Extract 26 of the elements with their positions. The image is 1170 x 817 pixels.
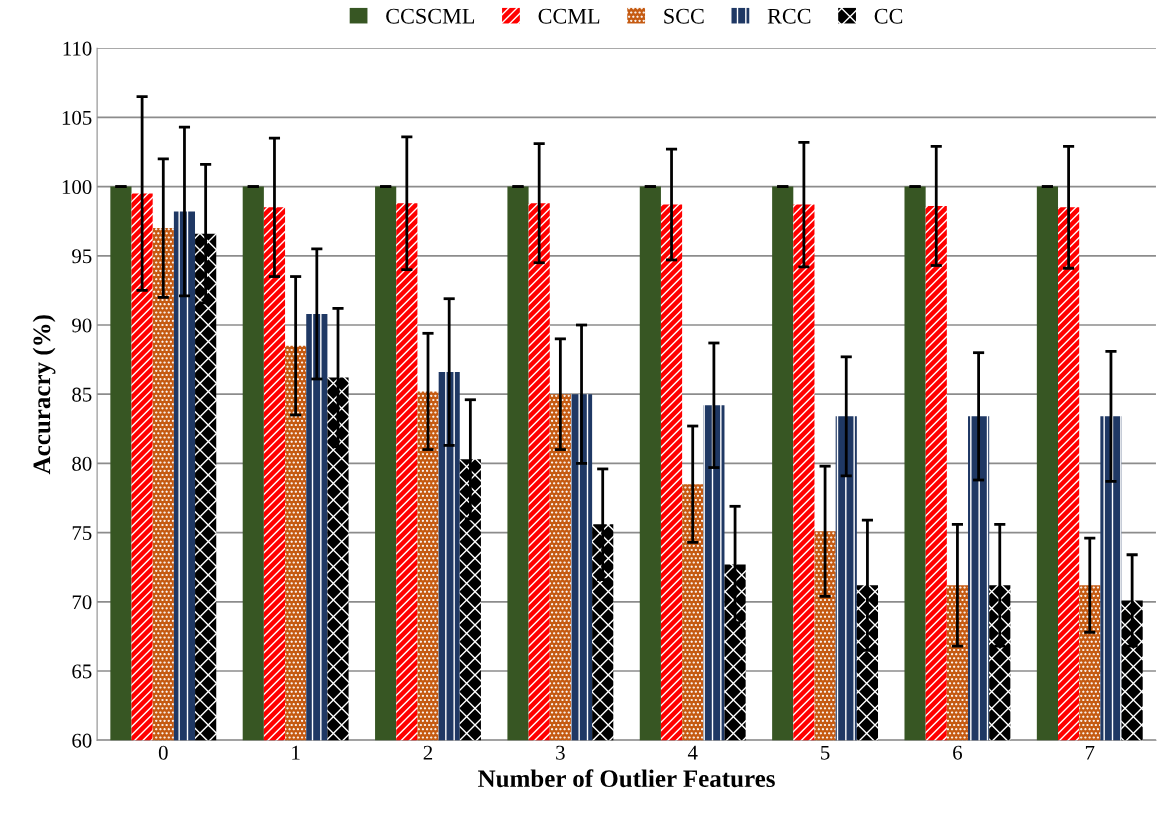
y-tick-label: 75: [72, 526, 92, 541]
y-tick-label: 85: [72, 387, 92, 402]
legend-label: CCSCML: [386, 8, 475, 24]
y-tick-label: 110: [63, 41, 92, 56]
y-tick-label: 60: [72, 733, 92, 748]
x-tick-label: 4: [687, 745, 698, 760]
x-tick-label: 6: [953, 745, 963, 760]
legend-label: CCML: [538, 8, 600, 24]
y-tick-label: 95: [72, 249, 92, 264]
y-tick-label: 70: [72, 595, 92, 610]
x-axis-title: Number of Outlier Features: [478, 769, 775, 788]
x-tick-label: 0: [158, 745, 168, 760]
y-tick-label: 100: [62, 179, 92, 195]
x-tick-label: 1: [292, 745, 300, 760]
y-tick-label: 80: [72, 456, 92, 471]
legend-label: SCC: [664, 8, 704, 24]
x-tick-label: 3: [556, 745, 565, 760]
legend-label: CC: [874, 8, 903, 24]
x-tick-label: 2: [423, 745, 433, 760]
y-tick-label: 65: [72, 664, 92, 679]
x-tick-label: 7: [1085, 745, 1095, 760]
y-axis-title: Accuracry (%): [32, 315, 56, 475]
y-tick-label: 105: [62, 110, 92, 125]
y-tick-label: 90: [72, 318, 92, 333]
legend-label: RCC: [767, 8, 811, 24]
x-tick-label: 5: [821, 745, 830, 760]
